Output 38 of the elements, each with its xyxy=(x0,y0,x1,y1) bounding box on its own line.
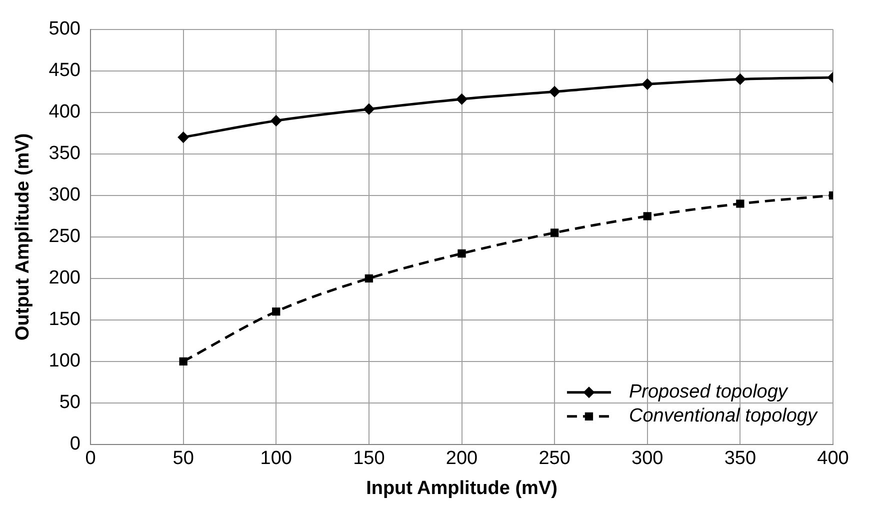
y-tick-label: 100 xyxy=(48,350,80,372)
y-axis-title: Output Amplitude (mV) xyxy=(12,133,34,341)
point xyxy=(736,200,744,208)
x-tick-label: 150 xyxy=(353,448,385,470)
y-tick-label: 0 xyxy=(70,434,80,455)
y-tick-label: 400 xyxy=(48,102,80,123)
x-tick-label: 100 xyxy=(260,448,292,470)
y-tick-label: 350 xyxy=(48,143,80,164)
point xyxy=(179,357,188,366)
x-tick-label: 250 xyxy=(538,448,570,470)
legend-label: Proposed topology xyxy=(628,382,789,403)
point xyxy=(178,132,189,143)
point xyxy=(643,212,652,220)
point xyxy=(456,94,467,104)
x-tick-label: 0 xyxy=(85,448,96,470)
x-tick-label: 350 xyxy=(724,448,756,470)
point xyxy=(549,86,560,97)
y-tick-label: 200 xyxy=(48,268,80,289)
x-tick-label: 200 xyxy=(446,448,478,470)
point xyxy=(364,274,374,282)
point xyxy=(272,308,280,316)
point xyxy=(642,78,653,90)
y-tick-label: 500 xyxy=(48,18,80,40)
legend-label: Conventional topology xyxy=(628,406,818,427)
point xyxy=(550,228,559,237)
x-tick-label: 50 xyxy=(172,448,194,470)
x-axis-title: Input Amplitude (mV) xyxy=(366,478,558,499)
y-tick-label: 150 xyxy=(48,309,80,330)
y-tick-label: 300 xyxy=(48,184,80,206)
point xyxy=(458,249,466,258)
x-tick-label: 300 xyxy=(632,448,664,470)
y-tick-label: 250 xyxy=(48,226,80,248)
point xyxy=(734,74,746,84)
point xyxy=(364,104,374,114)
y-tick-label: 50 xyxy=(59,392,80,414)
point xyxy=(270,115,282,126)
x-tick-label: 400 xyxy=(817,448,849,470)
y-tick-label: 450 xyxy=(48,60,80,82)
